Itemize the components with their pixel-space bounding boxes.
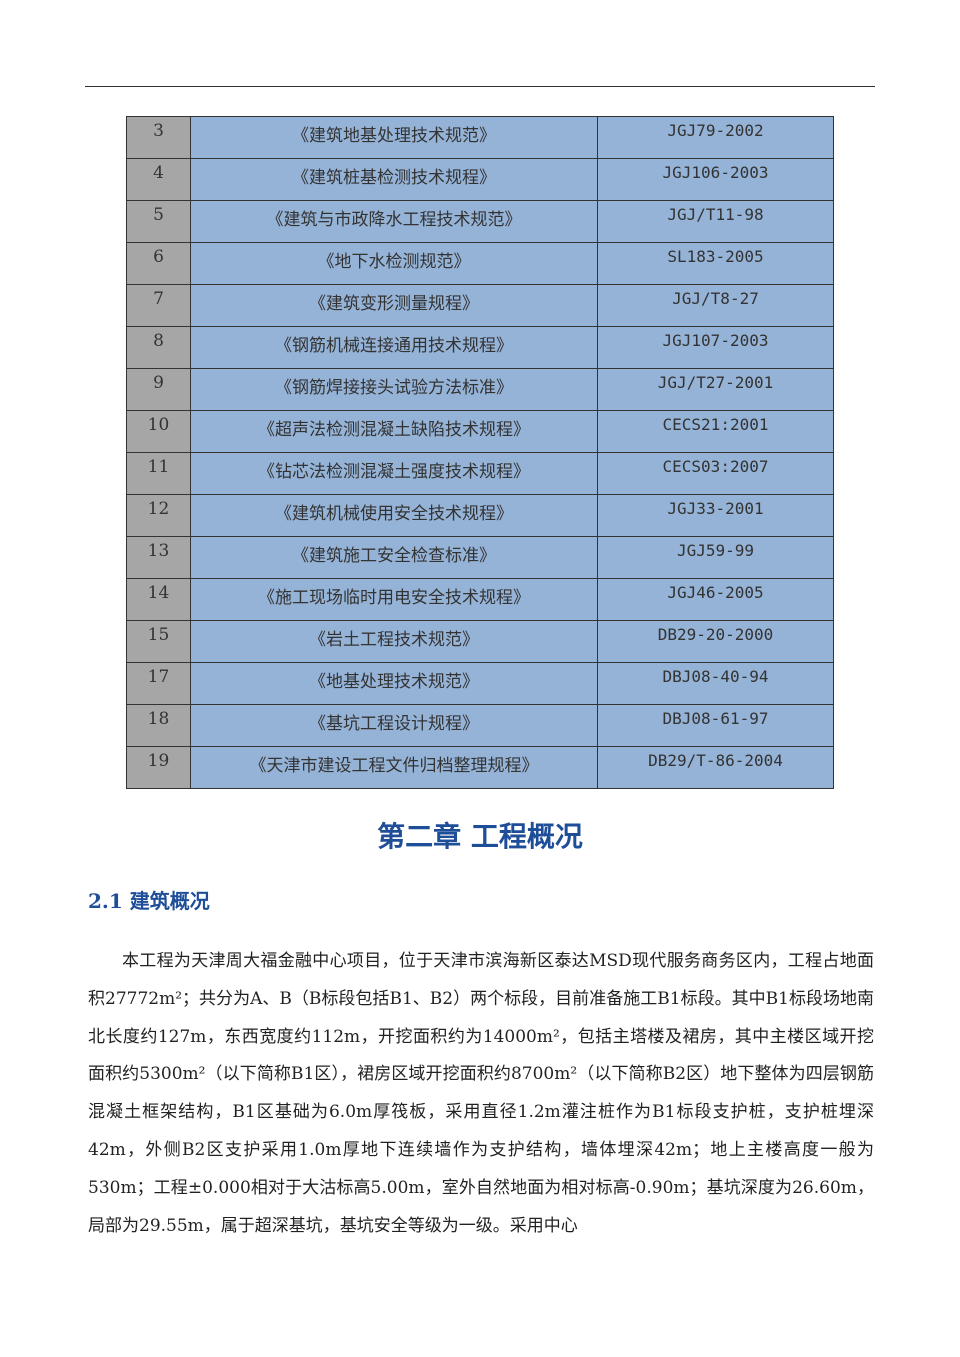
table-row: 5 《建筑与市政降水工程技术规范》 JGJ/T11-98 (126, 200, 834, 243)
standard-code: JGJ46-2005 (597, 578, 834, 621)
standard-code: DB29-20-2000 (597, 620, 834, 663)
row-number: 8 (126, 326, 191, 369)
standard-code: JGJ107-2003 (597, 326, 834, 369)
section-title: 2.1 建筑概况 (88, 889, 210, 913)
table-row: 9 《钢筋焊接接头试验方法标准》 JGJ/T27-2001 (126, 368, 834, 411)
standard-code: JGJ59-99 (597, 536, 834, 579)
standards-table: 3 《建筑地基处理技术规范》 JGJ79-2002 4 《建筑桩基检测技术规程》 JGJ1… (126, 116, 834, 789)
row-number: 4 (126, 158, 191, 201)
table-row: 18 《基坑工程设计规程》 DBJ08-61-97 (126, 704, 834, 747)
standard-code: JGJ/T27-2001 (597, 368, 834, 411)
row-number: 11 (126, 452, 191, 495)
standard-name: 《钢筋焊接接头试验方法标准》 (190, 368, 598, 411)
table-row: 10 《超声法检测混凝土缺陷技术规程》 CECS21:2001 (126, 410, 834, 453)
table-row: 17 《地基处理技术规范》 DBJ08-40-94 (126, 662, 834, 705)
standard-name: 《建筑变形测量规程》 (190, 284, 598, 327)
table-row: 12 《建筑机械使用安全技术规程》 JGJ33-2001 (126, 494, 834, 537)
standard-name: 《施工现场临时用电安全技术规程》 (190, 578, 598, 621)
row-number: 5 (126, 200, 191, 243)
row-number: 3 (126, 116, 191, 159)
standard-code: JGJ79-2002 (597, 116, 834, 159)
table-row: 11 《钻芯法检测混凝土强度技术规程》 CECS03:2007 (126, 452, 834, 495)
row-number: 15 (126, 620, 191, 663)
row-number: 12 (126, 494, 191, 537)
standard-name: 《天津市建设工程文件归档整理规程》 (190, 746, 598, 789)
standard-code: DB29/T-86-2004 (597, 746, 834, 789)
standard-code: DBJ08-40-94 (597, 662, 834, 705)
standard-name: 《基坑工程设计规程》 (190, 704, 598, 747)
table-row: 8 《钢筋机械连接通用技术规程》 JGJ107-2003 (126, 326, 834, 369)
table-row: 3 《建筑地基处理技术规范》 JGJ79-2002 (126, 116, 834, 159)
row-number: 7 (126, 284, 191, 327)
standard-code: CECS21:2001 (597, 410, 834, 453)
standard-name: 《建筑桩基检测技术规程》 (190, 158, 598, 201)
standard-code: JGJ/T8-27 (597, 284, 834, 327)
standard-code: JGJ33-2001 (597, 494, 834, 537)
table-row: 4 《建筑桩基检测技术规程》 JGJ106-2003 (126, 158, 834, 201)
standard-code: SL183-2005 (597, 242, 834, 285)
chapter-title: 第二章 工程概况 (377, 820, 583, 853)
table-row: 19 《天津市建设工程文件归档整理规程》 DB29/T-86-2004 (126, 746, 834, 789)
standard-code: CECS03:2007 (597, 452, 834, 495)
row-number: 19 (126, 746, 191, 789)
row-number: 6 (126, 242, 191, 285)
table-row: 14 《施工现场临时用电安全技术规程》 JGJ46-2005 (126, 578, 834, 621)
standard-code: JGJ106-2003 (597, 158, 834, 201)
body-paragraph: 本工程为天津周大福金融中心项目，位于天津市滨海新区泰达MSD现代服务商务区内，工… (88, 951, 874, 1236)
row-number: 13 (126, 536, 191, 579)
standard-name: 《岩土工程技术规范》 (190, 620, 598, 663)
row-number: 10 (126, 410, 191, 453)
standard-name: 《建筑与市政降水工程技术规范》 (190, 200, 598, 243)
standard-name: 《建筑施工安全检查标准》 (190, 536, 598, 579)
table-row: 13 《建筑施工安全检查标准》 JGJ59-99 (126, 536, 834, 579)
standard-name: 《建筑地基处理技术规范》 (190, 116, 598, 159)
table-row: 7 《建筑变形测量规程》 JGJ/T8-27 (126, 284, 834, 327)
table-row: 15 《岩土工程技术规范》 DB29-20-2000 (126, 620, 834, 663)
header-rule (85, 86, 875, 87)
row-number: 9 (126, 368, 191, 411)
standard-name: 《钢筋机械连接通用技术规程》 (190, 326, 598, 369)
table-row: 6 《地下水检测规范》 SL183-2005 (126, 242, 834, 285)
standard-code: DBJ08-61-97 (597, 704, 834, 747)
standard-name: 《地下水检测规范》 (190, 242, 598, 285)
standard-code: JGJ/T11-98 (597, 200, 834, 243)
standard-name: 《钻芯法检测混凝土强度技术规程》 (190, 452, 598, 495)
standard-name: 《建筑机械使用安全技术规程》 (190, 494, 598, 537)
standard-name: 《超声法检测混凝土缺陷技术规程》 (190, 410, 598, 453)
row-number: 14 (126, 578, 191, 621)
row-number: 18 (126, 704, 191, 747)
standard-name: 《地基处理技术规范》 (190, 662, 598, 705)
row-number: 17 (126, 662, 191, 705)
